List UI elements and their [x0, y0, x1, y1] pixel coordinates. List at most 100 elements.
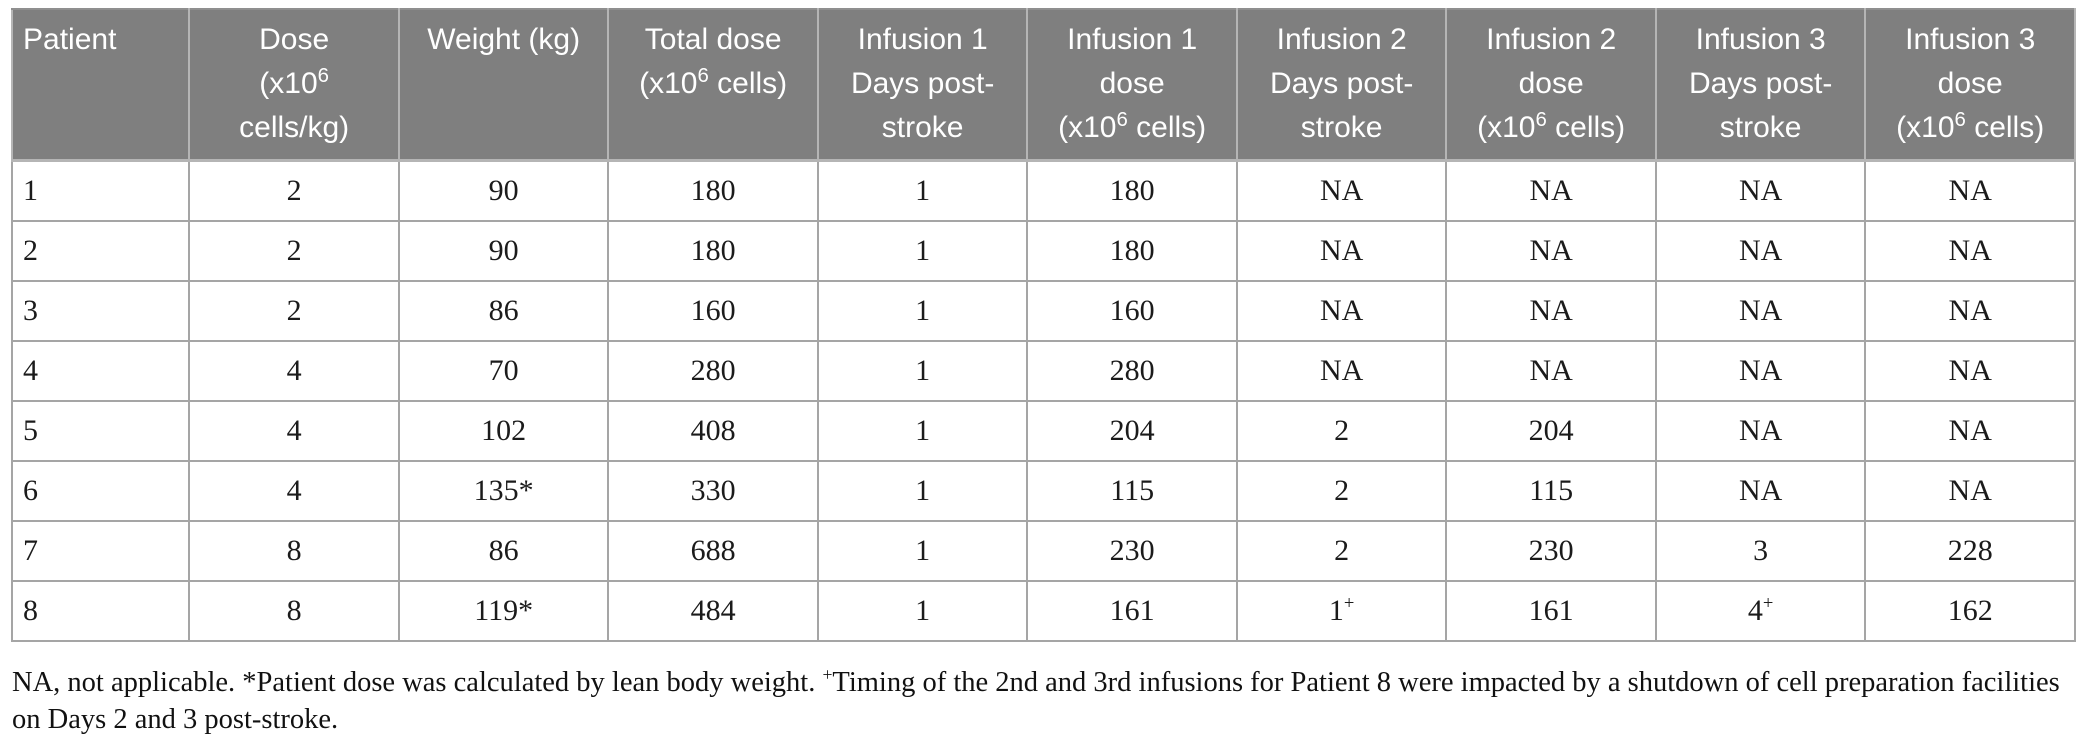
patient-cell: 6: [10, 459, 191, 522]
column-header: Infusion 2 Days post- stroke: [1235, 8, 1448, 163]
data-cell: 161: [1026, 579, 1238, 642]
patient-cell: 2: [10, 219, 191, 282]
data-cell: 115: [1445, 459, 1657, 522]
data-cell: 2: [1235, 459, 1448, 522]
data-cell: 484: [607, 579, 819, 642]
data-cell: 160: [607, 279, 819, 342]
data-cell: 4: [188, 399, 400, 462]
patient-cell: 4: [10, 339, 191, 402]
data-cell: 70: [397, 339, 610, 402]
data-cell: 2: [188, 159, 400, 222]
data-cell: NA: [1864, 159, 2076, 222]
data-cell: 180: [1026, 219, 1238, 282]
footnote: NA, not applicable. *Patient dose was ca…: [12, 664, 2060, 735]
table-row: 2 2 90 180 1 180 NA NA NA NA: [10, 219, 2076, 282]
data-cell: NA: [1235, 219, 1448, 282]
data-cell: 204: [1026, 399, 1238, 462]
column-header: Infusion 3 Days post- stroke: [1654, 8, 1867, 163]
table-row: 5 4 102 408 1 204 2 204 NA NA: [10, 399, 2076, 462]
patient-cell: 8: [10, 579, 191, 642]
data-cell: 4: [188, 459, 400, 522]
table-row: 1 2 90 180 1 180 NA NA NA NA: [10, 159, 2076, 222]
data-cell: 162: [1864, 579, 2076, 642]
column-header: Weight (kg): [397, 8, 610, 163]
data-cell: 4: [188, 339, 400, 402]
data-cell: 119*: [397, 579, 610, 642]
data-cell: NA: [1235, 339, 1448, 402]
data-cell: NA: [1445, 279, 1657, 342]
data-cell: NA: [1864, 339, 2076, 402]
data-cell: 3: [1654, 519, 1867, 582]
data-cell: 2: [1235, 399, 1448, 462]
data-cell: 8: [188, 519, 400, 582]
data-cell: 102: [397, 399, 610, 462]
data-cell: NA: [1654, 399, 1867, 462]
patient-infusion-table: Patient Dose (x106 cells/kg) Weight (kg) To…: [10, 8, 2076, 642]
data-cell: NA: [1654, 219, 1867, 282]
data-cell: 86: [397, 519, 610, 582]
data-cell: 230: [1026, 519, 1238, 582]
data-cell: NA: [1445, 219, 1657, 282]
data-cell: NA: [1654, 279, 1867, 342]
data-cell: 180: [607, 219, 819, 282]
data-cell: NA: [1864, 279, 2076, 342]
data-cell: 1: [816, 519, 1029, 582]
data-cell: 1: [816, 159, 1029, 222]
table-header: Patient Dose (x106 cells/kg) Weight (kg) To…: [10, 8, 2076, 163]
data-cell: 330: [607, 459, 819, 522]
data-cell: 408: [607, 399, 819, 462]
table-row: 8 8 119* 484 1 161 1+ 161 4+ 162: [10, 579, 2076, 642]
data-cell: 204: [1445, 399, 1657, 462]
table-row: 7 8 86 688 1 230 2 230 3 228: [10, 519, 2076, 582]
data-cell: 135*: [397, 459, 610, 522]
column-header: Dose (x106 cells/kg): [188, 8, 400, 163]
data-cell: 688: [607, 519, 819, 582]
data-cell: 228: [1864, 519, 2076, 582]
table-row: 3 2 86 160 1 160 NA NA NA NA: [10, 279, 2076, 342]
data-cell: 230: [1445, 519, 1657, 582]
data-cell: NA: [1654, 339, 1867, 402]
patient-cell: 7: [10, 519, 191, 582]
data-cell: 161: [1445, 579, 1657, 642]
data-cell: NA: [1445, 159, 1657, 222]
patient-cell: 5: [10, 399, 191, 462]
data-cell: 4+: [1654, 579, 1867, 642]
data-cell: 280: [1026, 339, 1238, 402]
data-cell: NA: [1235, 279, 1448, 342]
data-cell: 1: [816, 339, 1029, 402]
table-body: 1 2 90 180 1 180 NA NA NA NA 2 2 90 180 1 180 NA NA NA NA 3 2…: [10, 159, 2076, 642]
header-row: Patient Dose (x106 cells/kg) Weight (kg) To…: [10, 8, 2076, 163]
data-cell: 86: [397, 279, 610, 342]
data-cell: 1: [816, 579, 1029, 642]
table-row: 4 4 70 280 1 280 NA NA NA NA: [10, 339, 2076, 402]
data-cell: 115: [1026, 459, 1238, 522]
patient-cell: 3: [10, 279, 191, 342]
data-cell: 180: [607, 159, 819, 222]
patient-cell: 1: [10, 159, 191, 222]
data-cell: 90: [397, 219, 610, 282]
column-header: Patient: [10, 8, 191, 163]
column-header: Infusion 1 Days post- stroke: [816, 8, 1029, 163]
column-header: Infusion 3 dose (x106 cells): [1864, 8, 2076, 163]
column-header: Total dose (x106 cells): [607, 8, 819, 163]
data-cell: 2: [188, 219, 400, 282]
data-cell: 1+: [1235, 579, 1448, 642]
data-cell: NA: [1235, 159, 1448, 222]
column-header: Infusion 1 dose (x106 cells): [1026, 8, 1238, 163]
table-row: 6 4 135* 330 1 115 2 115 NA NA: [10, 459, 2076, 522]
data-cell: NA: [1654, 159, 1867, 222]
data-cell: 180: [1026, 159, 1238, 222]
data-cell: 1: [816, 459, 1029, 522]
column-header: Infusion 2 dose (x106 cells): [1445, 8, 1657, 163]
data-cell: NA: [1864, 459, 2076, 522]
data-cell: 90: [397, 159, 610, 222]
data-cell: NA: [1654, 459, 1867, 522]
data-cell: NA: [1864, 399, 2076, 462]
data-cell: 2: [1235, 519, 1448, 582]
data-cell: 2: [188, 279, 400, 342]
data-cell: 1: [816, 279, 1029, 342]
data-cell: 280: [607, 339, 819, 402]
data-cell: 1: [816, 399, 1029, 462]
data-cell: NA: [1445, 339, 1657, 402]
